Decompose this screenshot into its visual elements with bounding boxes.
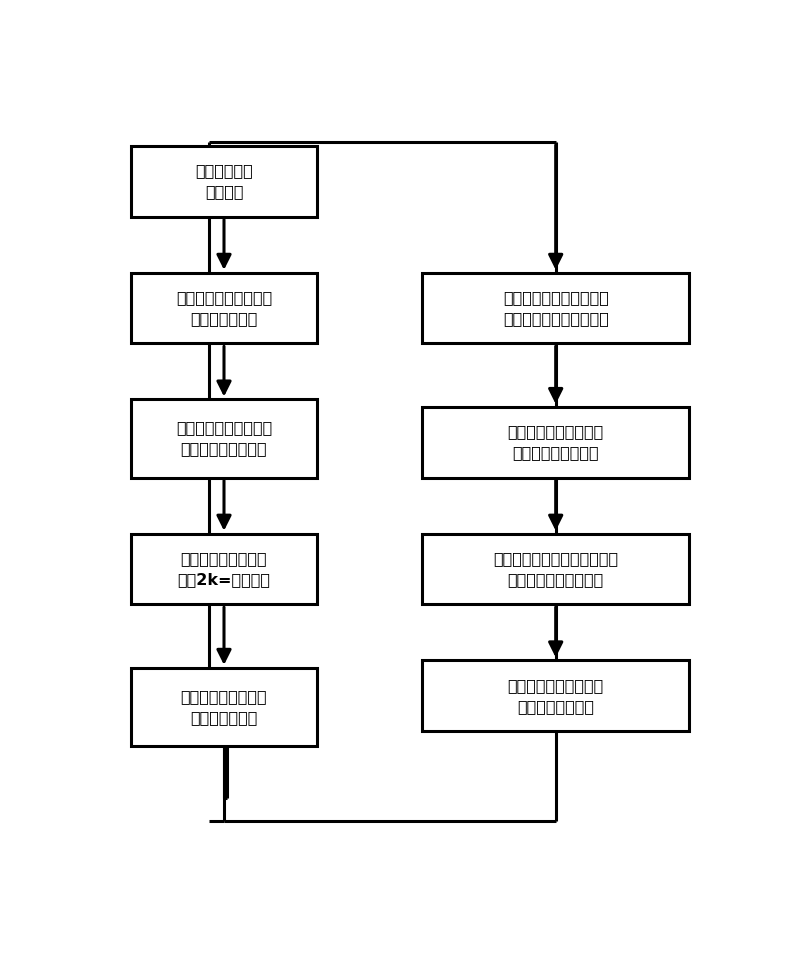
Text: 确定相同接插
件的数量: 确定相同接插 件的数量 [195, 164, 253, 199]
Text: 选择合适的电源、指示
灯、限流电阻和开关: 选择合适的电源、指示 灯、限流电阻和开关 [507, 424, 604, 460]
Bar [422, 660, 689, 731]
Bar [131, 146, 317, 217]
Text: 插上接插件，确定检测
回路能够正常工作: 插上接插件，确定检测 回路能够正常工作 [507, 678, 604, 713]
Text: 确定各个接插件的空点
数量及空点点号: 确定各个接插件的空点 数量及空点点号 [176, 290, 272, 326]
Bar [422, 273, 689, 344]
Bar [131, 533, 317, 604]
Text: 确定每个接插件需用
选择2k=？个空点: 确定每个接插件需用 选择2k=？个空点 [178, 551, 270, 587]
Bar [422, 407, 689, 477]
Text: 确定能够区分这些接插
件所需要的空点数量: 确定能够区分这些接插 件所需要的空点数量 [176, 420, 272, 457]
Bar [131, 668, 317, 746]
Bar [131, 400, 317, 477]
Text: 确定每个接插件具体
选择的空点点号: 确定每个接插件具体 选择的空点点号 [181, 689, 267, 725]
Bar [131, 273, 317, 344]
Text: 将接插件上选择的空点连
接起来，形成一个二端口: 将接插件上选择的空点连 接起来，形成一个二端口 [502, 290, 609, 326]
Text: 将二端口和电源、指示灯、限
流电阻、开关连接起来: 将二端口和电源、指示灯、限 流电阻、开关连接起来 [493, 551, 618, 587]
Bar [422, 533, 689, 604]
